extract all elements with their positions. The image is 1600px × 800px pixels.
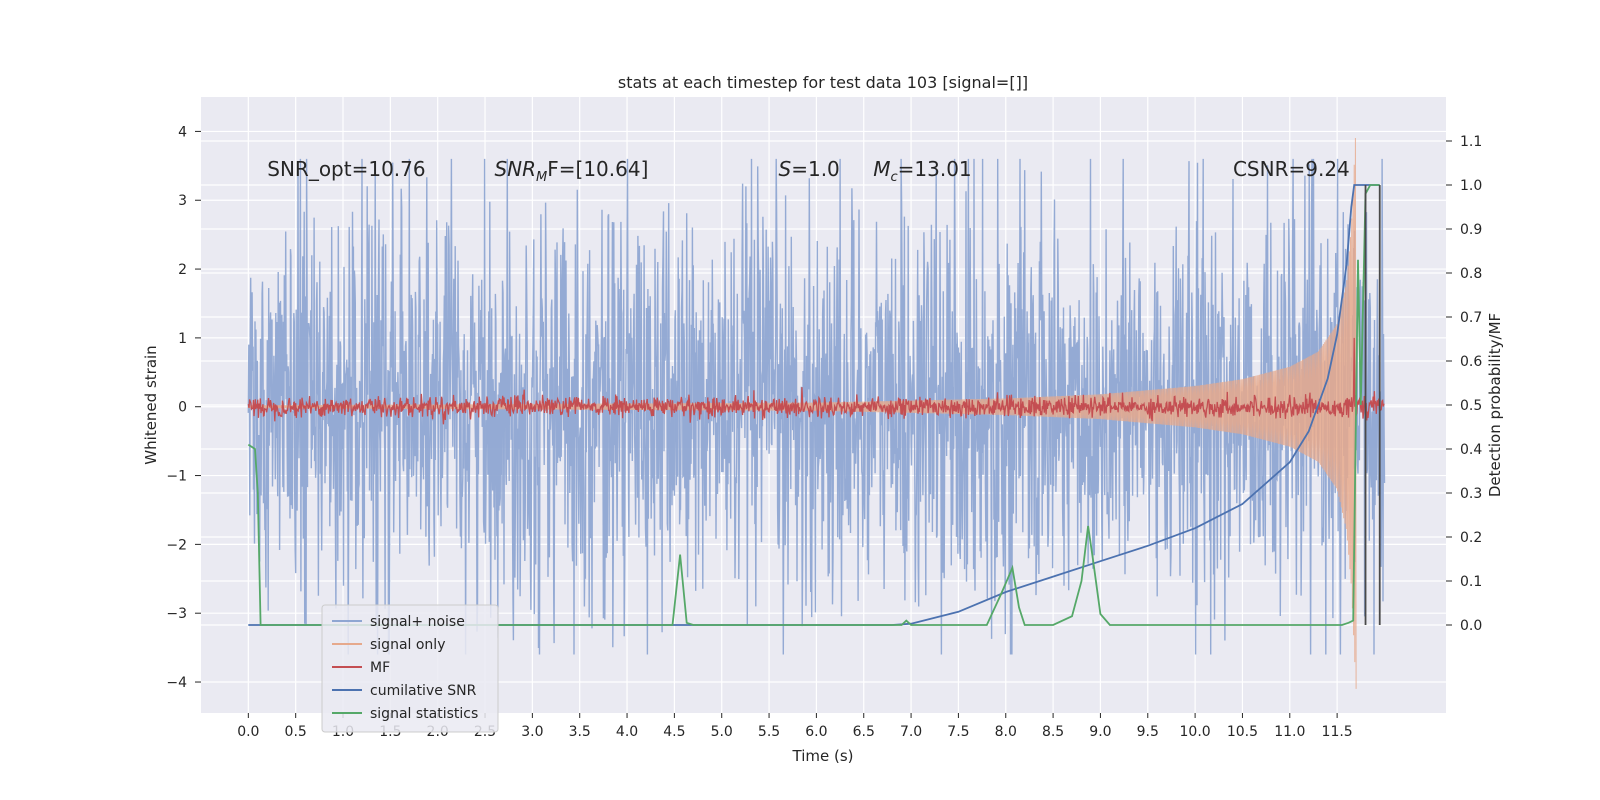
annotation-csnr: CSNR=9.24 <box>1233 157 1350 181</box>
y-tick-label: −1 <box>166 469 187 485</box>
legend-label: signal only <box>370 637 445 653</box>
y2-tick-label: 0.8 <box>1460 266 1482 282</box>
y2-tick-label: 0.9 <box>1460 222 1482 238</box>
x-tick-label: 3.5 <box>569 724 591 740</box>
y-tick-label: 1 <box>178 331 187 347</box>
x-tick-label: 4.5 <box>663 724 685 740</box>
legend-label: MF <box>370 660 390 676</box>
legend-label: cumilative SNR <box>370 683 477 699</box>
y-tick-label: −2 <box>166 537 187 553</box>
y2-tick-label: 0.7 <box>1460 310 1482 326</box>
y2-tick-label: 1.1 <box>1460 134 1482 150</box>
y2-tick-label: 0.0 <box>1460 618 1482 634</box>
signal-statistics-line <box>247 184 1380 626</box>
legend: signal+ noise signal only MF cumilative SNR… <box>321 604 499 733</box>
x-tick-label: 3.0 <box>521 724 543 740</box>
legend-box <box>321 604 499 733</box>
x-axis-label: Time (s) <box>792 747 854 765</box>
y2-tick-label: 0.1 <box>1460 574 1482 590</box>
x-tick-label: 9.5 <box>1137 724 1159 740</box>
x-tick-label: 8.0 <box>995 724 1017 740</box>
x-tick-label: 6.5 <box>853 724 875 740</box>
axes: 0.00.51.01.52.02.53.03.54.04.55.05.56.06… <box>166 124 1482 740</box>
x-tick-label: 0.0 <box>237 724 259 740</box>
y2-tick-label: 0.2 <box>1460 530 1482 546</box>
chart-title: stats at each timestep for test data 103… <box>618 73 1028 92</box>
x-tick-label: 7.5 <box>947 724 969 740</box>
y-axis-label: Whitened strain <box>142 345 160 464</box>
annotation-mc-val: Mc=13.01 <box>873 157 971 185</box>
y-tick-label: 0 <box>178 400 187 416</box>
y2-tick-label: 1.0 <box>1460 178 1482 194</box>
y-tick-label: 3 <box>178 193 187 209</box>
cumulative-snr-line <box>248 184 1380 626</box>
annotation-snr-opt: SNR_opt=10.76 <box>267 157 425 181</box>
x-tick-label: 4.0 <box>616 724 638 740</box>
annotation-s-val: S=1.0 <box>779 157 840 181</box>
annotation-snr-mf: SNRMF=[10.64] <box>494 157 648 185</box>
legend-label: signal+ noise <box>370 614 465 630</box>
x-tick-label: 5.0 <box>711 724 733 740</box>
x-tick-label: 11.5 <box>1322 724 1353 740</box>
legend-label: signal statistics <box>370 706 478 722</box>
mf-line <box>247 337 1385 425</box>
y2-axis-label: Detection probability/MF <box>1486 313 1504 497</box>
x-tick-label: 11.0 <box>1274 724 1305 740</box>
x-tick-label: 9.0 <box>1089 724 1111 740</box>
y-tick-label: −4 <box>166 675 187 691</box>
y-tick-label: 2 <box>178 262 187 278</box>
x-tick-label: 8.5 <box>1042 724 1064 740</box>
y2-tick-label: 0.3 <box>1460 486 1482 502</box>
x-tick-label: 10.5 <box>1227 724 1258 740</box>
y-tick-label: −3 <box>166 606 187 622</box>
annotations: SNR_opt=10.76 SNRMF=[10.64] S=1.0 Mc=13.01 C… <box>267 157 1350 185</box>
x-tick-label: 10.0 <box>1180 724 1211 740</box>
x-tick-label: 5.5 <box>758 724 780 740</box>
x-tick-label: 7.0 <box>900 724 922 740</box>
y2-tick-label: 0.4 <box>1460 442 1482 458</box>
x-tick-label: 6.0 <box>805 724 827 740</box>
series-layer <box>247 137 1386 689</box>
x-tick-label: 0.5 <box>285 724 307 740</box>
y2-tick-label: 0.6 <box>1460 354 1482 370</box>
y2-tick-label: 0.5 <box>1460 398 1482 414</box>
y-tick-label: 4 <box>178 124 187 140</box>
